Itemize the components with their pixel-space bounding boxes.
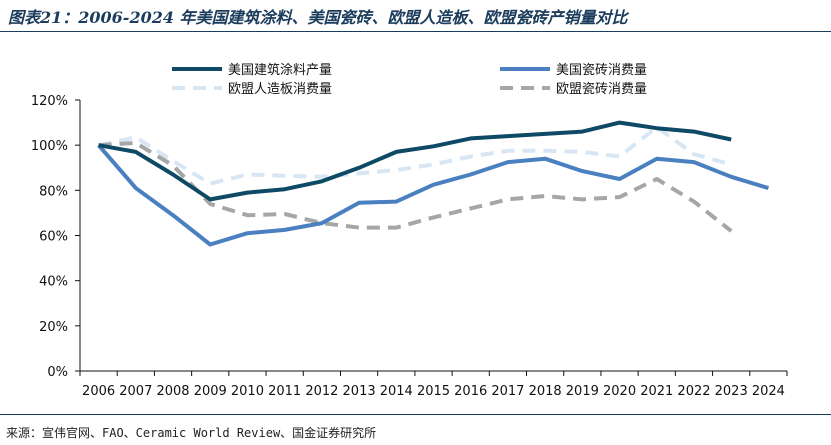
x-tick-label: 2007 (119, 384, 152, 399)
legend-label: 欧盟瓷砖消费量 (556, 82, 647, 97)
x-tick-label: 2013 (343, 384, 376, 399)
x-tick-label: 2008 (156, 384, 189, 399)
x-tick-label: 2006 (82, 384, 115, 399)
series-line-2 (97, 143, 769, 247)
axes: 0% 20% 40% 60% 80% 100% 120% 2006 2007 2008 2009 20… (31, 94, 788, 399)
y-tick-label: 80% (39, 184, 68, 199)
y-tick-label: 20% (39, 320, 68, 335)
x-tick-label: 2012 (305, 384, 338, 399)
x-tick-label: 2014 (380, 384, 413, 399)
series-line-1 (98, 120, 732, 202)
x-tick-label: 2011 (268, 384, 301, 399)
x-tick-label: 2023 (715, 384, 748, 399)
y-tick-label: 40% (39, 275, 68, 290)
title-divider (0, 31, 831, 32)
x-tick-label: 2016 (454, 384, 487, 399)
chart-title: 图表21：2006-2024 年美国建筑涂料、美国瓷砖、欧盟人造板、欧盟瓷砖产销… (8, 8, 628, 27)
x-tick-label: 2009 (194, 384, 227, 399)
y-tick-label: 60% (39, 230, 68, 245)
x-tick-label: 2024 (752, 384, 785, 399)
series-line-3 (98, 125, 732, 186)
x-tick-label: 2019 (566, 384, 599, 399)
source-note: 来源：宣伟官网、FAO、Ceramic World Review、国金证券研究所 (6, 426, 377, 440)
x-tick-label: 2022 (677, 384, 710, 399)
legend-label: 欧盟人造板消费量 (228, 82, 332, 97)
y-tick-label: 0% (47, 365, 68, 380)
legend-label: 美国建筑涂料产量 (228, 62, 332, 78)
legend-label: 美国瓷砖消费量 (556, 63, 647, 78)
x-tick-label: 2020 (603, 384, 636, 399)
x-tick-label: 2010 (231, 384, 264, 399)
x-tick-label: 2021 (640, 384, 673, 399)
series-line-4 (98, 140, 733, 233)
x-tick-label: 2017 (491, 384, 524, 399)
y-tick-label: 120% (31, 94, 68, 109)
x-tick-label: 2018 (529, 384, 562, 399)
x-tick-label: 2015 (417, 384, 450, 399)
source-divider (0, 414, 831, 415)
y-tick-label: 100% (31, 139, 68, 154)
line-chart: 0% 20% 40% 60% 80% 100% 120% 2006 2007 2008 2009 20… (31, 62, 788, 399)
series-lines (97, 120, 769, 247)
